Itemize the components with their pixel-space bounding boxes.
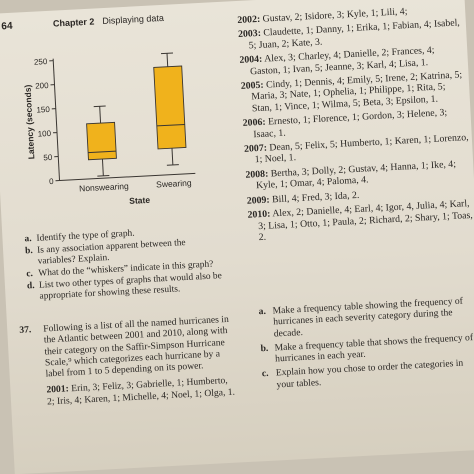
upper-whisker xyxy=(167,53,168,66)
x-category-label: Nonswearing xyxy=(79,181,129,194)
box-nonswearing xyxy=(87,122,117,159)
lower-whisker xyxy=(102,159,103,176)
y-axis-line xyxy=(53,59,59,181)
box-swearing xyxy=(154,66,186,149)
x-category-label: Swearing xyxy=(156,178,192,190)
lower-whisker xyxy=(172,148,173,165)
upper-whisker-cap xyxy=(94,106,106,107)
y-tick-label: 50 xyxy=(43,153,53,162)
upper-whisker xyxy=(100,106,101,123)
problem-37: 37. Following is a list of all the named… xyxy=(19,314,238,409)
y-tick-label: 250 xyxy=(34,57,48,67)
problem-number: 37. xyxy=(19,324,32,336)
y-axis-label: Latency (seconds) xyxy=(22,84,36,159)
page-number: 64 xyxy=(1,21,13,33)
hurricanes-2001: 2001: Erin, 3; Feliz, 3; Gabrielle, 1; H… xyxy=(22,375,238,409)
x-axis-label: State xyxy=(129,195,151,206)
y-tick-label: 200 xyxy=(35,81,49,91)
lower-whisker-cap xyxy=(97,176,109,177)
chart-questions: a.Identify the type of graph. b.Is any a… xyxy=(24,224,227,304)
y-tick-label: 0 xyxy=(49,177,54,186)
hurricane-list: 2002: Gustav, 2; Isidore, 3; Kyle, 1; Li… xyxy=(237,3,474,247)
boxplot-chart: 0 50 100 150 200 250 Latency (seconds) Nonswear… xyxy=(0,48,197,223)
y-tick-label: 150 xyxy=(36,105,50,115)
lower-whisker-cap xyxy=(167,165,179,166)
y-tick-label: 100 xyxy=(37,129,51,139)
problem-text: Following is a list of all the named hur… xyxy=(19,314,237,382)
chapter-title: Displaying data xyxy=(102,13,164,26)
upper-whisker-cap xyxy=(161,53,173,54)
problem-37-tasks: a.Make a frequency table showing the fre… xyxy=(258,295,474,394)
